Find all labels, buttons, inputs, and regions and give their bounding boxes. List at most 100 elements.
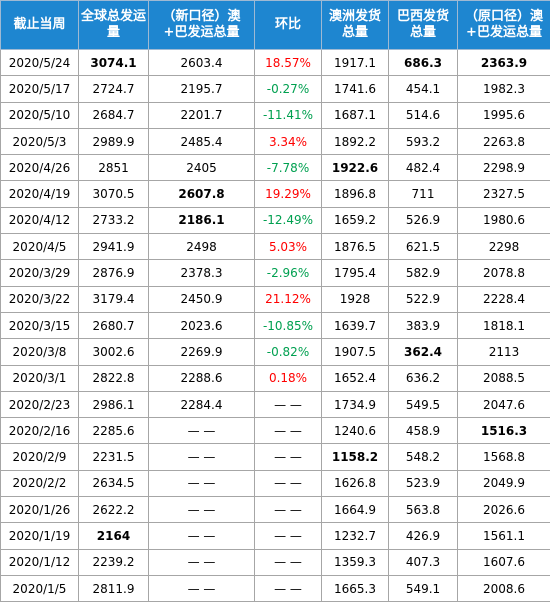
cell-brazil-total: 523.9 — [389, 470, 458, 496]
header-australia-total: 澳洲发货总量 — [322, 1, 389, 50]
header-old-aus-bra-total: （原口径）澳+巴发运总量 — [458, 1, 550, 50]
cell-week-on-week: — — — [255, 523, 322, 549]
cell-global-total: 2822.8 — [79, 365, 149, 391]
cell-week-on-week: — — — [255, 575, 322, 601]
cell-old-aus-bra-total: 1568.8 — [458, 444, 550, 470]
cell-old-aus-bra-total: 2078.8 — [458, 260, 550, 286]
cell-old-aus-bra-total: 2228.4 — [458, 286, 550, 312]
cell-old-aus-bra-total: 1516.3 — [458, 418, 550, 444]
table-header: 截止当周 全球总发运量 （新口径）澳+巴发运总量 环比 澳洲发货总量 巴西发货总… — [1, 1, 550, 50]
cell-week-ending: 2020/3/29 — [1, 260, 79, 286]
cell-global-total: 2941.9 — [79, 234, 149, 260]
cell-week-on-week: 19.29% — [255, 181, 322, 207]
cell-global-total: 3002.6 — [79, 339, 149, 365]
cell-week-on-week: -7.78% — [255, 155, 322, 181]
cell-week-ending: 2020/4/26 — [1, 155, 79, 181]
cell-old-aus-bra-total: 2363.9 — [458, 50, 550, 76]
cell-week-ending: 2020/5/17 — [1, 76, 79, 102]
cell-week-on-week: — — — [255, 549, 322, 575]
cell-australia-total: 1892.2 — [322, 128, 389, 154]
cell-brazil-total: 549.1 — [389, 575, 458, 601]
cell-week-on-week: -2.96% — [255, 260, 322, 286]
cell-old-aus-bra-total: 2298 — [458, 234, 550, 260]
cell-week-ending: 2020/4/5 — [1, 234, 79, 260]
cell-brazil-total: 582.9 — [389, 260, 458, 286]
cell-brazil-total: 548.2 — [389, 444, 458, 470]
cell-brazil-total: 636.2 — [389, 365, 458, 391]
cell-old-aus-bra-total: 2049.9 — [458, 470, 550, 496]
header-row: 截止当周 全球总发运量 （新口径）澳+巴发运总量 环比 澳洲发货总量 巴西发货总… — [1, 1, 550, 50]
cell-week-on-week: -0.82% — [255, 339, 322, 365]
cell-week-ending: 2020/2/23 — [1, 391, 79, 417]
cell-week-on-week: 21.12% — [255, 286, 322, 312]
header-week-ending: 截止当周 — [1, 1, 79, 50]
cell-australia-total: 1232.7 — [322, 523, 389, 549]
cell-global-total: 2231.5 — [79, 444, 149, 470]
cell-brazil-total: 563.8 — [389, 497, 458, 523]
cell-brazil-total: 593.2 — [389, 128, 458, 154]
cell-week-on-week: 0.18% — [255, 365, 322, 391]
cell-old-aus-bra-total: 1982.3 — [458, 76, 550, 102]
cell-australia-total: 1741.6 — [322, 76, 389, 102]
cell-old-aus-bra-total: 1980.6 — [458, 207, 550, 233]
cell-global-total: 2724.7 — [79, 76, 149, 102]
cell-new-aus-bra-total: — — — [149, 523, 255, 549]
cell-week-ending: 2020/3/1 — [1, 365, 79, 391]
cell-old-aus-bra-total: 1818.1 — [458, 312, 550, 338]
cell-new-aus-bra-total: 2269.9 — [149, 339, 255, 365]
cell-global-total: 2285.6 — [79, 418, 149, 444]
cell-australia-total: 1664.9 — [322, 497, 389, 523]
cell-old-aus-bra-total: 1995.6 — [458, 102, 550, 128]
cell-old-aus-bra-total: 2026.6 — [458, 497, 550, 523]
header-global-total: 全球总发运量 — [79, 1, 149, 50]
cell-week-ending: 2020/5/24 — [1, 50, 79, 76]
cell-brazil-total: 482.4 — [389, 155, 458, 181]
cell-australia-total: 1795.4 — [322, 260, 389, 286]
cell-australia-total: 1359.3 — [322, 549, 389, 575]
cell-week-ending: 2020/4/12 — [1, 207, 79, 233]
cell-old-aus-bra-total: 1561.1 — [458, 523, 550, 549]
cell-old-aus-bra-total: 2088.5 — [458, 365, 550, 391]
cell-new-aus-bra-total: 2201.7 — [149, 102, 255, 128]
cell-week-on-week: 5.03% — [255, 234, 322, 260]
cell-new-aus-bra-total: — — — [149, 549, 255, 575]
cell-new-aus-bra-total: 2023.6 — [149, 312, 255, 338]
cell-brazil-total: 686.3 — [389, 50, 458, 76]
cell-week-ending: 2020/5/3 — [1, 128, 79, 154]
cell-week-on-week: -10.85% — [255, 312, 322, 338]
cell-new-aus-bra-total: — — — [149, 575, 255, 601]
cell-week-on-week: 3.34% — [255, 128, 322, 154]
cell-brazil-total: 522.9 — [389, 286, 458, 312]
cell-brazil-total: 454.1 — [389, 76, 458, 102]
cell-brazil-total: 621.5 — [389, 234, 458, 260]
cell-australia-total: 1876.5 — [322, 234, 389, 260]
cell-week-on-week: — — — [255, 444, 322, 470]
cell-week-ending: 2020/5/10 — [1, 102, 79, 128]
cell-week-ending: 2020/2/2 — [1, 470, 79, 496]
cell-new-aus-bra-total: 2485.4 — [149, 128, 255, 154]
cell-global-total: 2989.9 — [79, 128, 149, 154]
cell-global-total: 2680.7 — [79, 312, 149, 338]
cell-week-on-week: — — — [255, 497, 322, 523]
cell-global-total: 2684.7 — [79, 102, 149, 128]
cell-week-on-week: 18.57% — [255, 50, 322, 76]
cell-australia-total: 1928 — [322, 286, 389, 312]
cell-global-total: 2986.1 — [79, 391, 149, 417]
cell-week-on-week: -12.49% — [255, 207, 322, 233]
cell-global-total: 3070.5 — [79, 181, 149, 207]
cell-brazil-total: 407.3 — [389, 549, 458, 575]
header-brazil-total: 巴西发货总量 — [389, 1, 458, 50]
cell-brazil-total: 458.9 — [389, 418, 458, 444]
cell-australia-total: 1158.2 — [322, 444, 389, 470]
cell-new-aus-bra-total: — — — [149, 470, 255, 496]
cell-australia-total: 1240.6 — [322, 418, 389, 444]
